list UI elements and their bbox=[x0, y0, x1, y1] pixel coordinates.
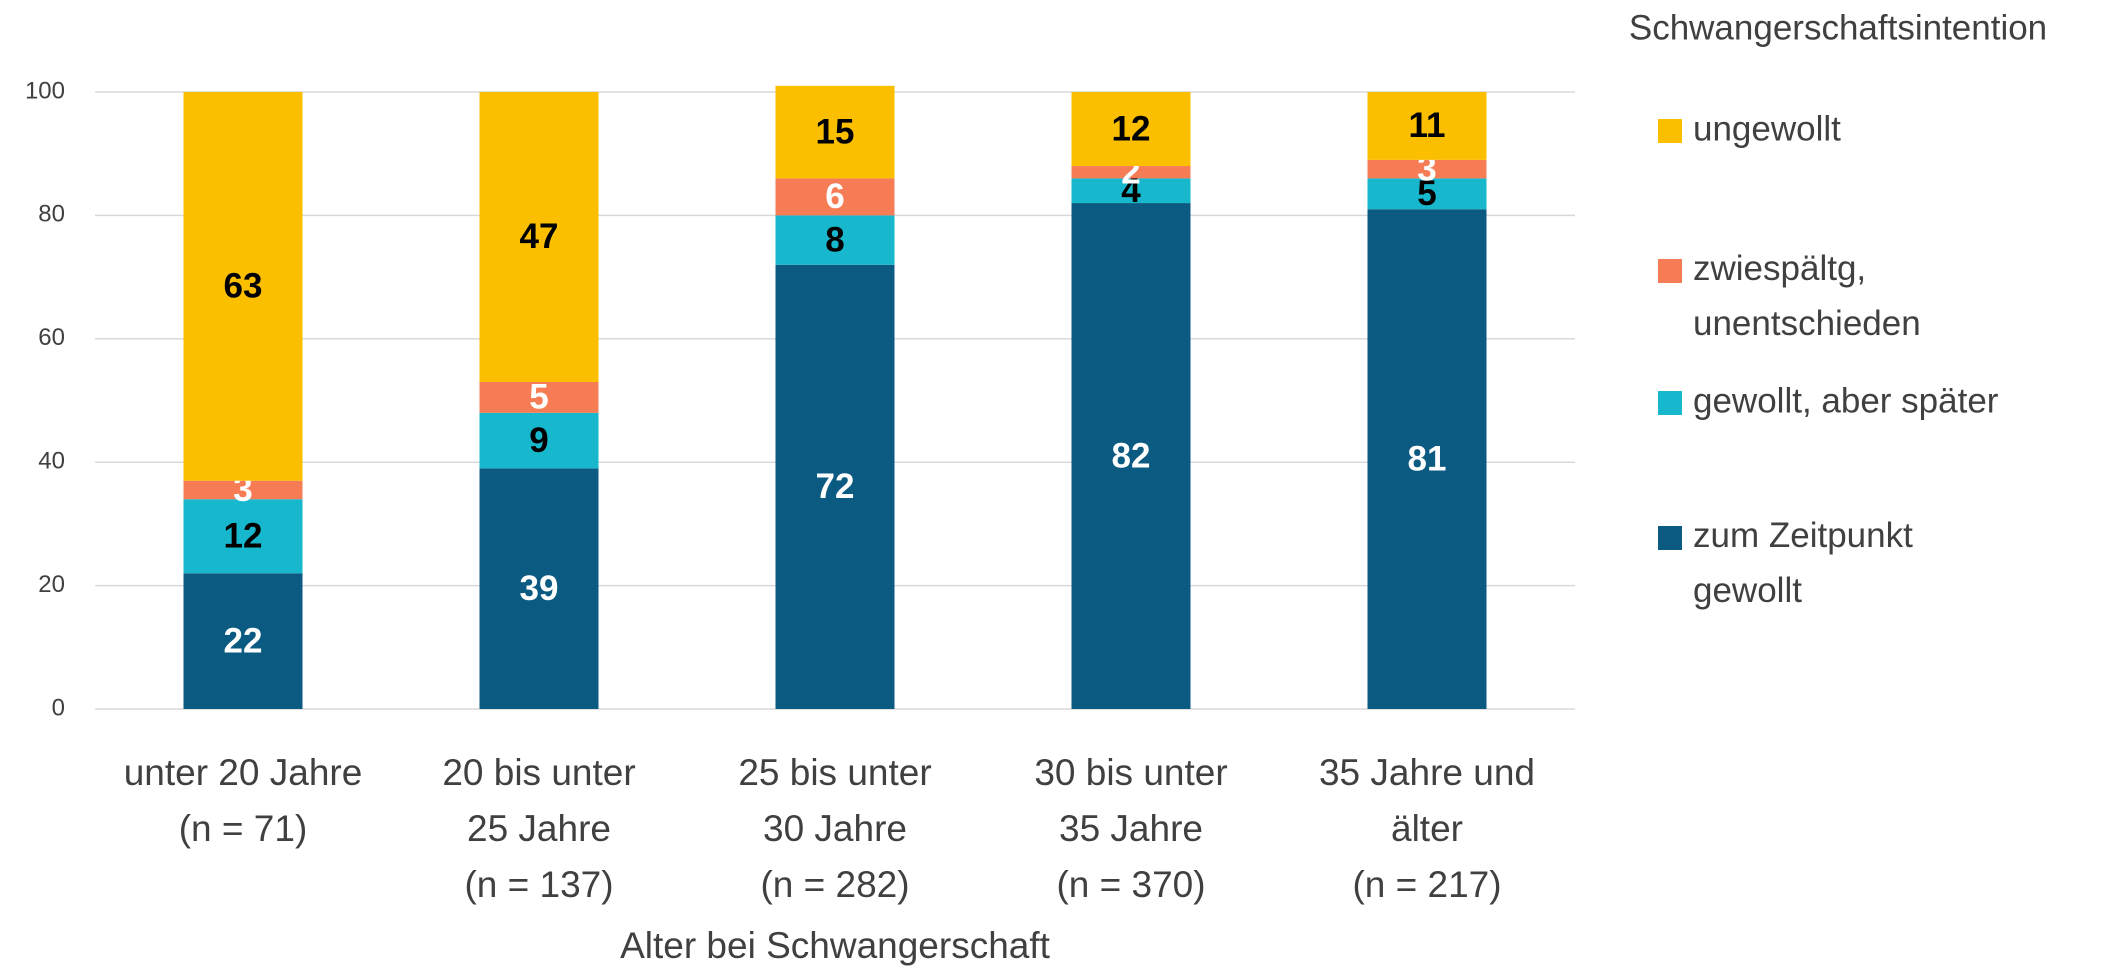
bar-segment bbox=[775, 264, 895, 709]
bar-segment bbox=[479, 468, 599, 709]
bar-segment bbox=[1071, 203, 1191, 709]
x-tick-label: 20 bis unter 25 Jahre (n = 137) bbox=[442, 752, 635, 905]
legend-swatch bbox=[1658, 119, 1682, 143]
data-label: 8 bbox=[825, 220, 844, 259]
bar-segment bbox=[1071, 166, 1191, 179]
bar-segment bbox=[1367, 92, 1487, 160]
data-label: 12 bbox=[1112, 109, 1151, 148]
y-tick-label: 60 bbox=[38, 324, 65, 351]
data-label: 5 bbox=[529, 378, 548, 417]
data-label: 72 bbox=[816, 467, 855, 506]
bar-segment bbox=[1367, 178, 1487, 210]
data-label: 11 bbox=[1409, 106, 1446, 145]
data-label: 63 bbox=[224, 267, 263, 306]
y-tick-label: 20 bbox=[38, 571, 65, 598]
bar-segment bbox=[479, 381, 599, 413]
bar-segment bbox=[183, 480, 303, 500]
bar-segment bbox=[775, 85, 895, 179]
legend-label: zwiespältg, unentschieden bbox=[1693, 249, 1921, 343]
x-tick-label: 35 Jahre und älter (n = 217) bbox=[1319, 752, 1535, 905]
bar-segment bbox=[775, 178, 895, 216]
data-label: 81 bbox=[1408, 439, 1447, 478]
legend-label: gewollt, aber später bbox=[1693, 381, 1999, 420]
bar-segment bbox=[1071, 178, 1191, 204]
data-label: 4 bbox=[1121, 171, 1141, 210]
data-label: 15 bbox=[816, 112, 855, 151]
y-tick-label: 80 bbox=[38, 201, 65, 228]
bar-segment bbox=[1367, 209, 1487, 710]
legend-label: ungewollt bbox=[1693, 109, 1841, 148]
bar-segment bbox=[479, 412, 599, 469]
bar-segment bbox=[183, 499, 303, 574]
data-label: 47 bbox=[520, 217, 559, 256]
x-tick-label: unter 20 Jahre (n = 71) bbox=[124, 752, 363, 849]
y-tick-label: 40 bbox=[38, 448, 65, 475]
data-label: 82 bbox=[1112, 436, 1151, 475]
legend-swatch bbox=[1658, 391, 1682, 415]
x-tick-label: 25 bis unter 30 Jahre (n = 282) bbox=[738, 752, 931, 905]
bar-segment bbox=[1071, 92, 1191, 167]
bar-segment bbox=[479, 92, 599, 382]
data-label: 6 bbox=[825, 177, 844, 216]
y-tick-label: 0 bbox=[52, 694, 65, 721]
data-label: 12 bbox=[224, 516, 263, 555]
data-label: 39 bbox=[520, 569, 559, 608]
bar-segment bbox=[183, 92, 303, 481]
legend-swatch bbox=[1658, 259, 1682, 283]
data-label: 5 bbox=[1417, 174, 1436, 213]
y-tick-label: 100 bbox=[25, 77, 65, 104]
x-axis-title: Alter bei Schwangerschaft bbox=[620, 925, 1051, 966]
bar-segment bbox=[1367, 159, 1487, 179]
legend-title: Schwangerschaftsintention bbox=[1629, 8, 2047, 47]
bar-segment bbox=[775, 215, 895, 265]
legend-swatch bbox=[1658, 526, 1682, 550]
legend-label: zum Zeitpunkt gewollt bbox=[1693, 516, 1913, 610]
data-label: 22 bbox=[224, 621, 263, 660]
data-label: 9 bbox=[529, 421, 548, 460]
bar-segment bbox=[183, 573, 303, 709]
x-tick-label: 30 bis unter 35 Jahre (n = 370) bbox=[1034, 752, 1227, 905]
